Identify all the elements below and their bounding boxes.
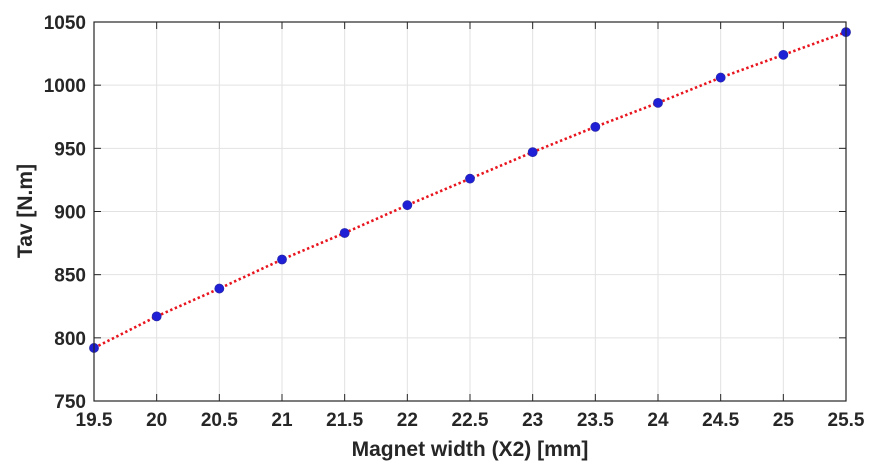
x-tick-label: 21 [271, 410, 293, 431]
data-point [214, 283, 225, 294]
x-tick-label: 20 [146, 410, 167, 431]
x-axis-tick-labels: 19.5 20 20.5 21 21.5 22 22.5 23 23.5 24 24.5 25 25.5 [76, 410, 865, 431]
data-point [653, 97, 663, 108]
y-axis-title: Tav [N.m] [14, 164, 37, 258]
y-tick-label: 900 [54, 203, 86, 224]
y-tick-label: 850 [54, 266, 86, 287]
x-tick-label: 25.5 [828, 410, 865, 431]
x-tick-label: 20.5 [201, 410, 238, 431]
y-tick-label: 950 [54, 139, 86, 160]
x-tick-label: 21.5 [326, 410, 363, 431]
grid [93, 21, 847, 402]
x-axis-title: Magnet width (X2) [mm] [352, 438, 589, 461]
x-tick-label: 25 [773, 410, 795, 431]
y-tick-label: 1050 [44, 13, 86, 34]
data-point [527, 147, 538, 158]
x-tick-label: 23.5 [577, 410, 614, 431]
data-point [339, 228, 350, 238]
data-point [277, 254, 287, 265]
data-point [465, 173, 475, 184]
y-tick-label: 1000 [44, 76, 86, 97]
x-tick-label: 19.5 [76, 410, 113, 431]
x-tick-label: 24.5 [702, 410, 739, 431]
x-tick-label: 24 [647, 410, 669, 431]
x-tick-label: 22.5 [452, 410, 489, 431]
data-point [151, 311, 162, 322]
y-axis-tick-labels: 750 800 850 900 950 1000 1050 [44, 13, 86, 413]
x-tick-label: 22 [397, 410, 418, 431]
x-tick-label: 23 [522, 410, 543, 431]
data-point [402, 200, 413, 211]
y-tick-label: 750 [54, 392, 86, 413]
data-point [590, 121, 601, 132]
axis-ticks [93, 21, 847, 402]
y-tick-label: 800 [54, 329, 86, 350]
data-point [778, 49, 789, 60]
data-point [715, 72, 726, 83]
